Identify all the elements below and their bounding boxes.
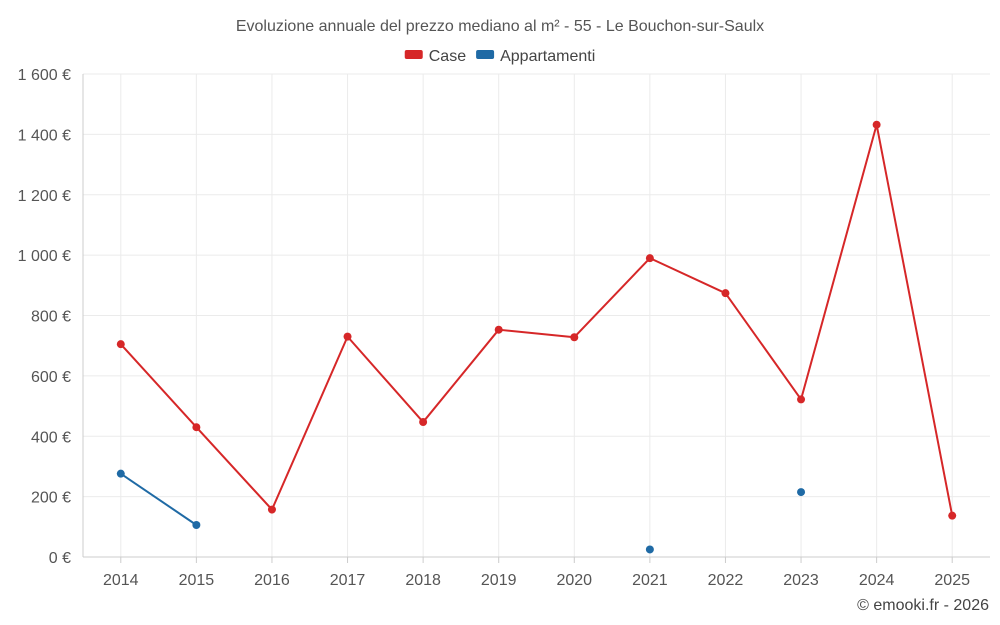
- y-tick-label: 200 €: [31, 490, 71, 507]
- y-tick-label: 1 600 €: [18, 67, 71, 84]
- chart-title: Evoluzione annuale del prezzo mediano al…: [236, 18, 764, 35]
- series-line-case: [120, 123, 954, 516]
- legend-label-appartamenti: Appartamenti: [500, 48, 595, 65]
- y-tick-label: 600 €: [31, 369, 71, 386]
- legend[interactable]: Case Appartamenti: [404, 48, 596, 65]
- data-point-case-2017[interactable]: [343, 332, 352, 341]
- series-line-appartamenti: [120, 472, 197, 526]
- grid: [83, 73, 990, 557]
- x-tick-label: 2025: [934, 572, 970, 589]
- axes: 0 € 200 € 400 € 600 € 800 € 1 000 € 1 200 € 1 4…: [18, 67, 990, 589]
- x-tick-label: 2021: [632, 572, 668, 589]
- data-point-appartamenti-2023[interactable]: [797, 488, 806, 497]
- x-tick-label: 2022: [708, 572, 744, 589]
- data-point-case-2019[interactable]: [494, 325, 503, 334]
- data-point-case-2022[interactable]: [721, 289, 730, 298]
- x-tick-label: 2020: [556, 572, 592, 589]
- y-tick-label: 800 €: [31, 309, 71, 326]
- series-appartamenti: [116, 469, 806, 554]
- data-point-case-2016[interactable]: [267, 505, 276, 514]
- y-tick-label: 0 €: [49, 550, 71, 567]
- x-tick-label: 2023: [783, 572, 819, 589]
- x-tick-label: 2024: [859, 572, 895, 589]
- legend-item-case[interactable]: Case: [404, 48, 466, 65]
- data-point-case-2015[interactable]: [192, 423, 201, 432]
- data-point-case-2024[interactable]: [872, 120, 881, 129]
- data-point-case-2023[interactable]: [797, 395, 806, 404]
- legend-item-appartamenti[interactable]: Appartamenti: [476, 48, 595, 65]
- data-point-case-2018[interactable]: [419, 418, 428, 427]
- chart-credit: © emooki.fr - 2026: [857, 597, 989, 614]
- y-tick-label: 1 000 €: [18, 248, 71, 265]
- data-point-case-2021[interactable]: [645, 254, 654, 263]
- y-tick-label: 1 400 €: [18, 127, 71, 144]
- x-tick-label: 2014: [103, 572, 139, 589]
- series-layer: [116, 120, 957, 554]
- x-tick-label: 2019: [481, 572, 517, 589]
- x-tick-label: 2017: [330, 572, 366, 589]
- y-tick-label: 1 200 €: [18, 188, 71, 205]
- data-point-case-2020[interactable]: [570, 333, 579, 342]
- x-tick-label: 2016: [254, 572, 290, 589]
- data-point-appartamenti-2021[interactable]: [645, 545, 654, 554]
- data-point-appartamenti-2014[interactable]: [116, 469, 125, 478]
- data-point-case-2025[interactable]: [948, 511, 957, 520]
- data-point-appartamenti-2015[interactable]: [192, 521, 201, 530]
- x-tick-label: 2015: [179, 572, 215, 589]
- legend-swatch-appartamenti: [476, 50, 495, 59]
- data-point-case-2014[interactable]: [116, 340, 125, 349]
- legend-swatch-case: [404, 50, 423, 59]
- x-tick-label: 2018: [405, 572, 441, 589]
- series-case: [116, 120, 957, 520]
- y-tick-label: 400 €: [31, 429, 71, 446]
- legend-label-case: Case: [429, 48, 466, 65]
